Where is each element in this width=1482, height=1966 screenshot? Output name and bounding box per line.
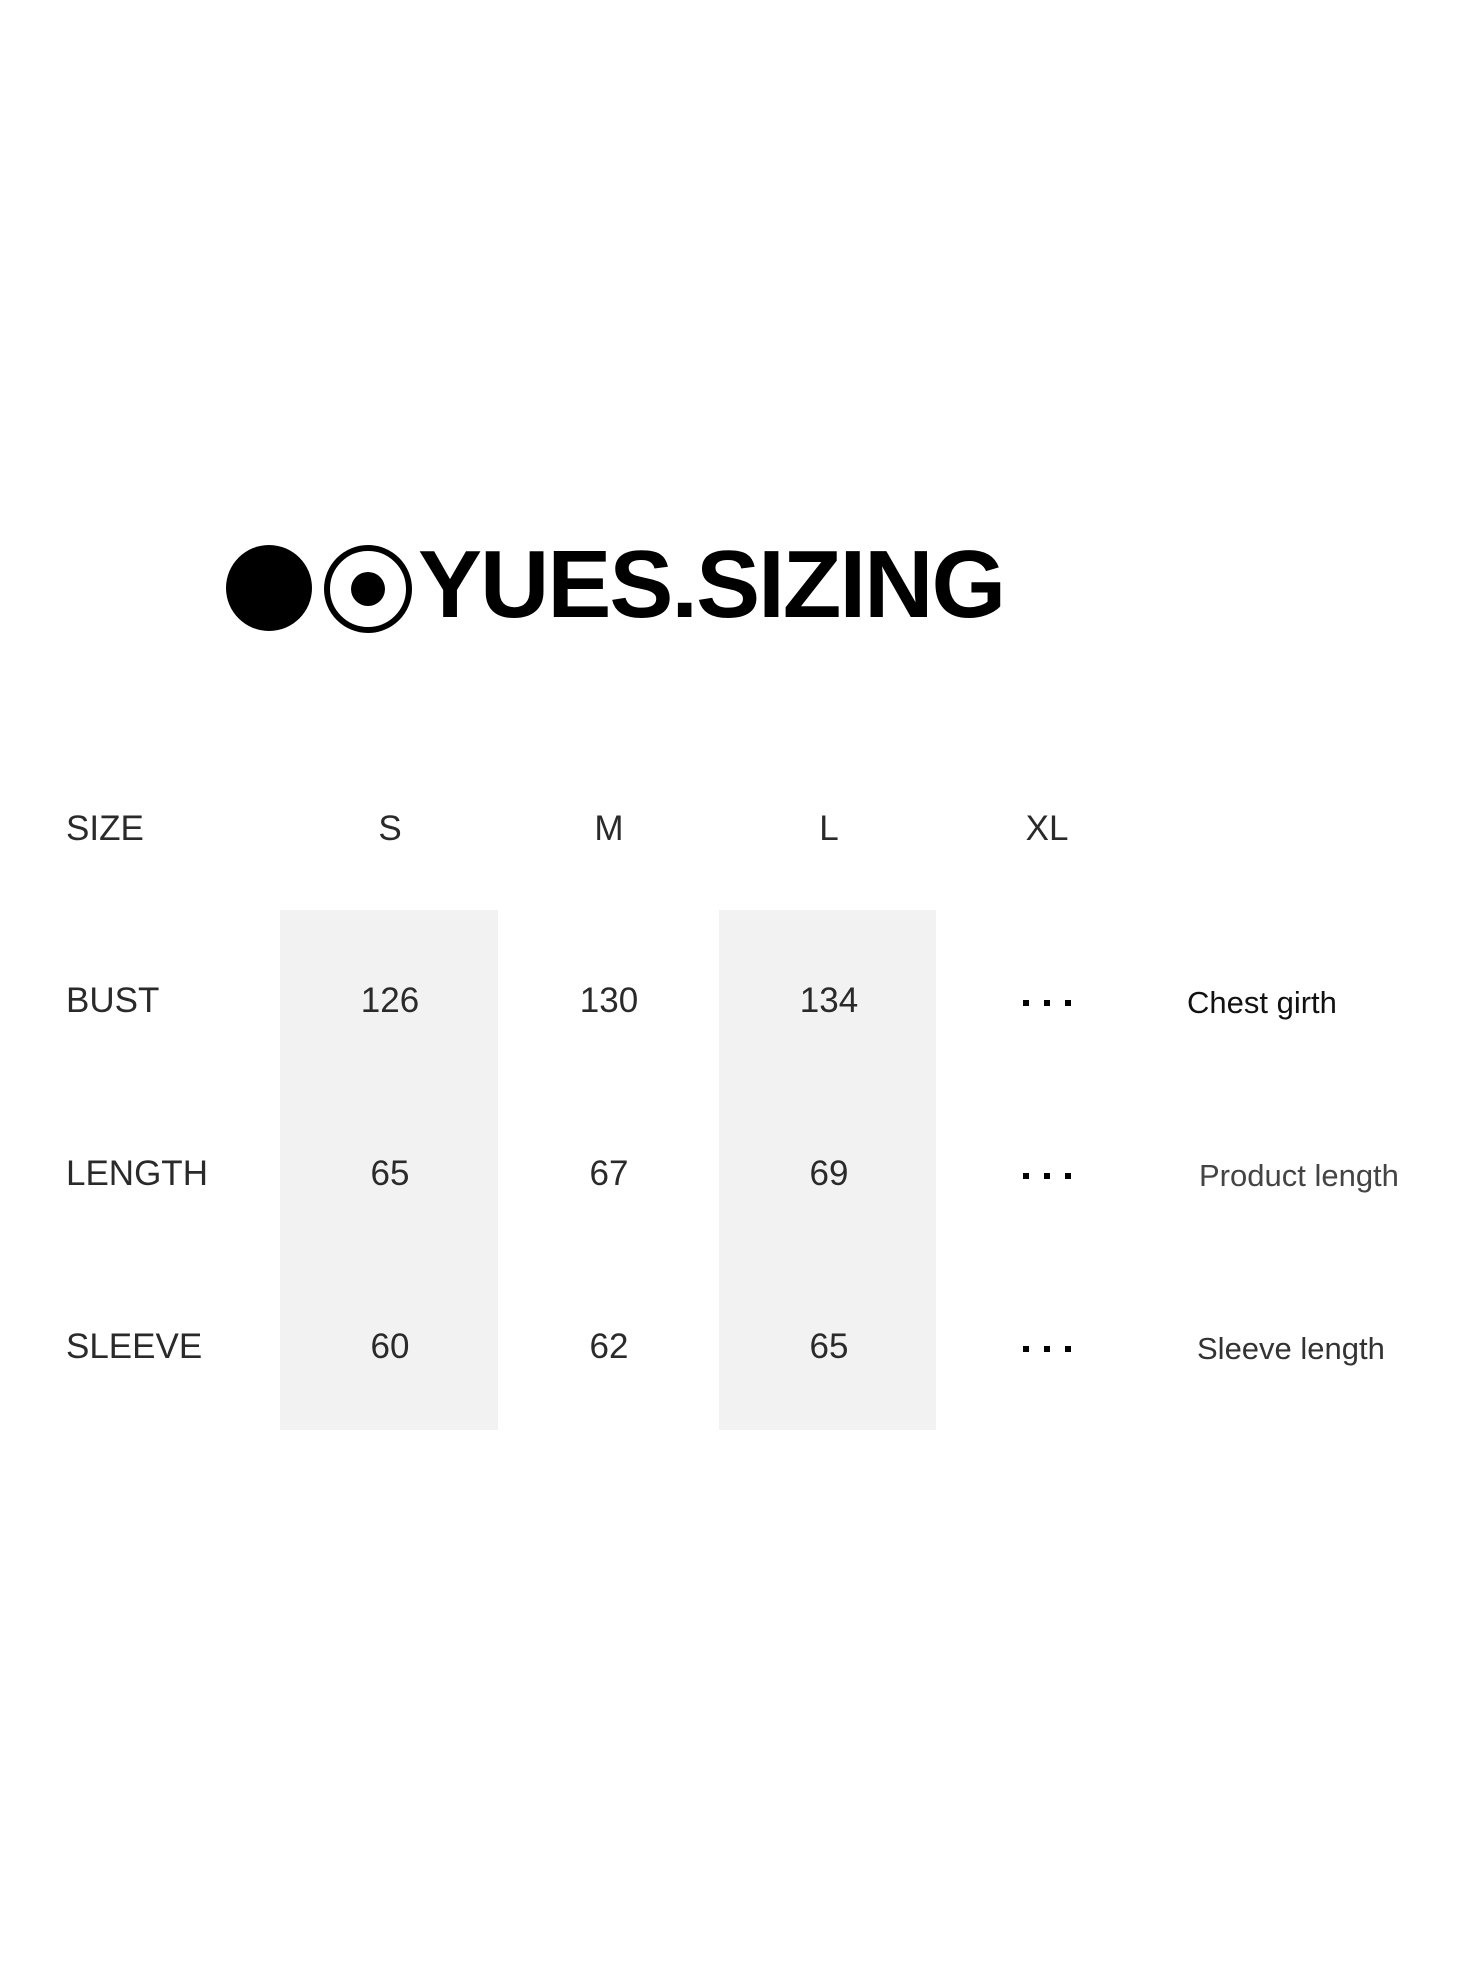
table-cell: 67 xyxy=(589,1154,629,1193)
size-header-xl: XL xyxy=(1025,809,1069,848)
size-header-m: M xyxy=(594,809,624,848)
table-cell: 130 xyxy=(579,981,639,1020)
table-cell: 65 xyxy=(370,1154,410,1193)
row-label-sleeve: SLEEVE xyxy=(66,1327,203,1366)
table-cell: 65 xyxy=(809,1327,849,1366)
remark-chest-girth: Chest girth xyxy=(1187,985,1337,1020)
shaded-column-s xyxy=(280,910,498,1430)
row-label-bust: BUST xyxy=(66,981,160,1020)
ellipsis-icon xyxy=(1023,1000,1071,1006)
size-header-s: S xyxy=(378,809,402,848)
ellipsis-icon xyxy=(1023,1346,1071,1352)
remark-product-length: Product length xyxy=(1199,1158,1399,1193)
table-cell: 69 xyxy=(809,1154,849,1193)
header-label-size: SIZE xyxy=(66,809,144,848)
shaded-column-l xyxy=(719,910,936,1430)
table-cell: 134 xyxy=(799,981,859,1020)
row-label-length: LENGTH xyxy=(66,1154,208,1193)
table-cell: 60 xyxy=(370,1327,410,1366)
remark-sleeve-length: Sleeve length xyxy=(1197,1331,1385,1366)
table-cell: 62 xyxy=(589,1327,629,1366)
logo-title: YUES.SIZING xyxy=(418,531,1006,638)
table-cell: 126 xyxy=(360,981,420,1020)
ellipsis-icon xyxy=(1023,1173,1071,1179)
logo-ring-circle-icon xyxy=(324,545,412,633)
size-header-l: L xyxy=(819,809,839,848)
logo-filled-circle-icon xyxy=(226,545,312,631)
